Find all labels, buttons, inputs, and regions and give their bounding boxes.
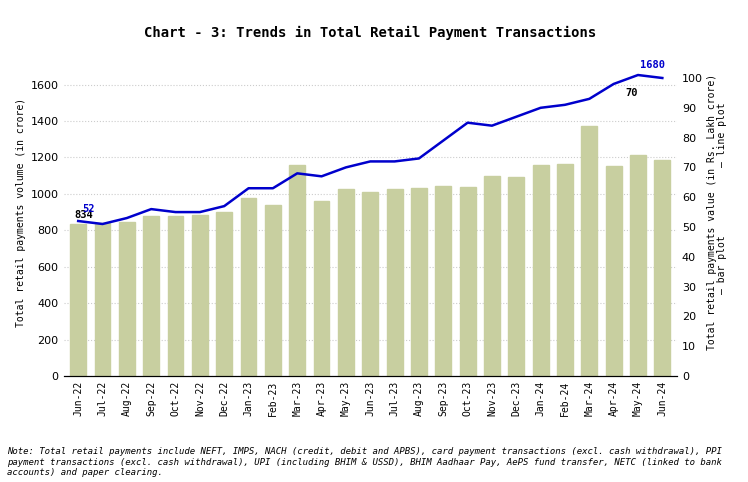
Text: 52: 52: [82, 204, 94, 214]
Bar: [411, 188, 427, 376]
Bar: [119, 222, 135, 376]
Bar: [168, 216, 183, 376]
Bar: [192, 215, 208, 376]
Bar: [581, 126, 597, 376]
Bar: [144, 216, 159, 376]
Text: 1680: 1680: [640, 60, 666, 70]
Bar: [313, 201, 329, 376]
Bar: [630, 155, 646, 376]
Bar: [484, 175, 500, 376]
Bar: [265, 205, 280, 376]
Title: Chart - 3: Trends in Total Retail Payment Transactions: Chart - 3: Trends in Total Retail Paymen…: [144, 26, 596, 40]
Y-axis label: Total retail payments volume (in crore): Total retail payments volume (in crore): [16, 97, 26, 327]
Bar: [362, 192, 378, 376]
Bar: [70, 224, 86, 376]
Bar: [533, 165, 548, 376]
Bar: [94, 223, 111, 376]
Y-axis label: Total retail payments value (in Rs. Lakh crore): Total retail payments value (in Rs. Lakh…: [707, 74, 717, 350]
Bar: [338, 189, 354, 376]
Bar: [241, 199, 257, 376]
Bar: [509, 176, 524, 376]
Text: 834: 834: [75, 210, 94, 220]
Bar: [606, 166, 622, 376]
Bar: [654, 160, 670, 376]
Text: – line plot: – line plot: [717, 103, 727, 167]
Bar: [289, 165, 305, 376]
Bar: [435, 186, 451, 376]
Bar: [460, 187, 476, 376]
Text: Note: Total retail payments include NEFT, IMPS, NACH (credit, debit and APBS), c: Note: Total retail payments include NEFT…: [7, 447, 723, 477]
Bar: [387, 189, 402, 376]
Text: 70: 70: [626, 88, 638, 98]
Bar: [216, 212, 232, 376]
Bar: [557, 164, 573, 376]
Text: – bar plot: – bar plot: [717, 236, 727, 295]
